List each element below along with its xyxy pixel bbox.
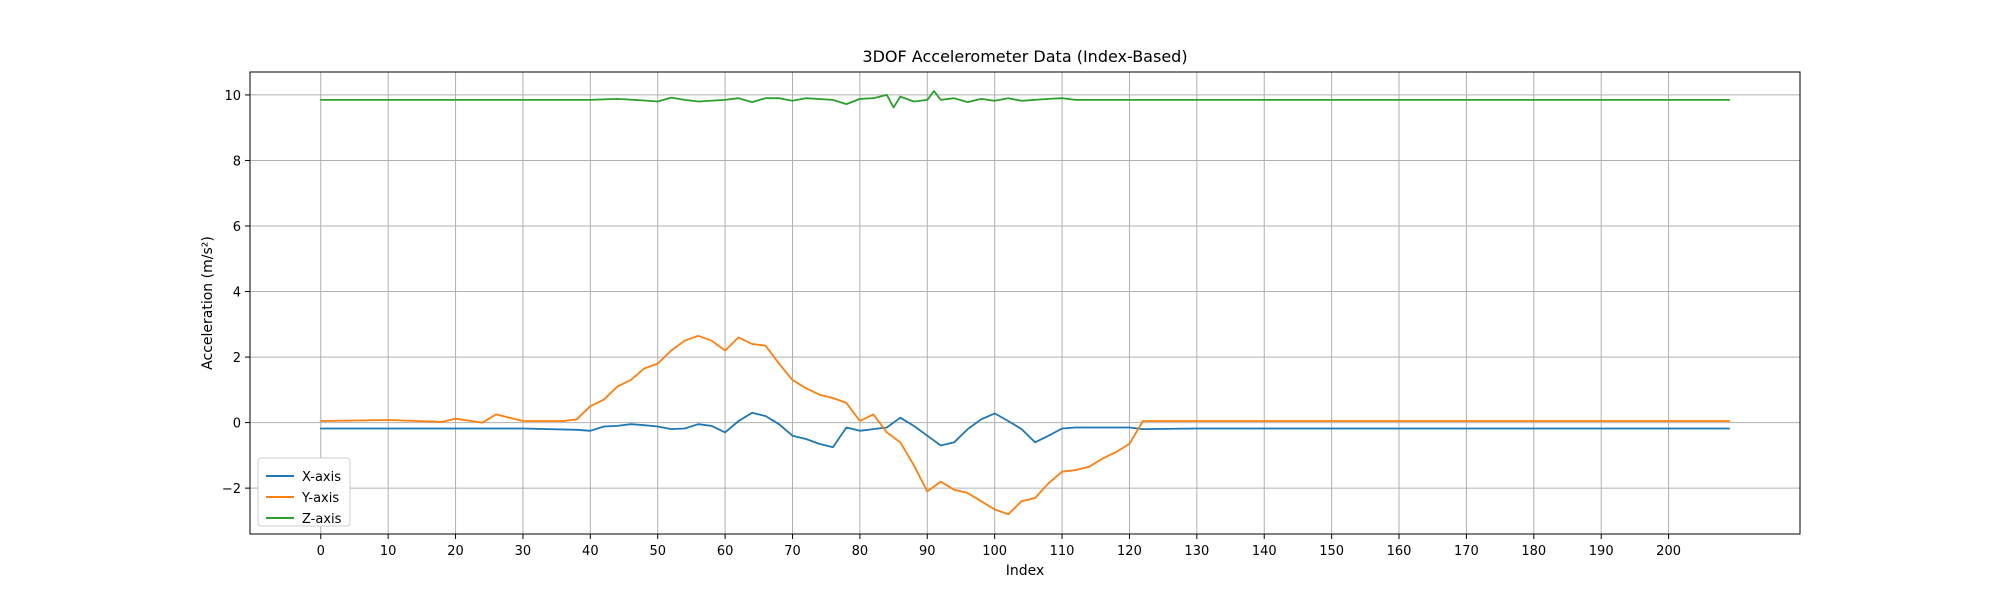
y-tick-label: 2 — [233, 351, 241, 366]
x-tick-label: 170 — [1454, 544, 1479, 559]
x-ticks: 0 10 20 30 40 50 60 70 80 90 100 110 120 130 140 150 160… — [317, 534, 1681, 559]
x-tick-label: 60 — [717, 544, 734, 559]
x-tick-label: 80 — [852, 544, 869, 559]
series-line-y-axis — [319, 334, 1731, 516]
x-tick-label: 100 — [982, 544, 1007, 559]
y-ticks: −2 0 2 4 6 8 10 — [222, 89, 250, 497]
x-tick-label: 70 — [784, 544, 801, 559]
x-tick-label: 20 — [447, 544, 464, 559]
legend-label: Y-axis — [301, 491, 339, 506]
y-tick-label: 6 — [233, 220, 241, 235]
x-tick-label: 150 — [1319, 544, 1344, 559]
y-tick-label: 4 — [233, 286, 241, 301]
x-tick-label: 140 — [1252, 544, 1277, 559]
series-lines — [319, 90, 1731, 516]
x-axis-label: Index — [1006, 563, 1045, 579]
series-line-z-axis — [319, 90, 1731, 109]
x-tick-label: 0 — [317, 544, 325, 559]
x-tick-label: 50 — [649, 544, 666, 559]
grid-lines — [250, 72, 1800, 534]
x-tick-label: 40 — [582, 544, 599, 559]
y-tick-label: 0 — [233, 417, 241, 432]
x-tick-label: 30 — [515, 544, 532, 559]
x-tick-label: 90 — [919, 544, 936, 559]
x-tick-label: 130 — [1184, 544, 1209, 559]
y-tick-label: 8 — [233, 154, 241, 169]
legend-label: X-axis — [302, 470, 341, 485]
x-tick-label: 10 — [380, 544, 397, 559]
legend: X-axis Y-axis Z-axis — [257, 457, 351, 527]
legend-items: X-axis Y-axis Z-axis — [266, 470, 342, 527]
x-tick-label: 200 — [1656, 544, 1681, 559]
series-line-x-axis — [319, 411, 1731, 449]
x-tick-label: 110 — [1050, 544, 1075, 559]
chart-title: 3DOF Accelerometer Data (Index-Based) — [862, 47, 1187, 66]
plot-frame — [249, 71, 1801, 535]
x-tick-label: 120 — [1117, 544, 1142, 559]
y-axis-label: Acceleration (m/s²) — [200, 236, 216, 370]
x-tick-label: 190 — [1589, 544, 1614, 559]
legend-label: Z-axis — [302, 512, 342, 527]
x-tick-label: 180 — [1521, 544, 1546, 559]
y-tick-label: 10 — [224, 89, 241, 104]
y-tick-label: −2 — [222, 482, 241, 497]
x-tick-label: 160 — [1387, 544, 1412, 559]
